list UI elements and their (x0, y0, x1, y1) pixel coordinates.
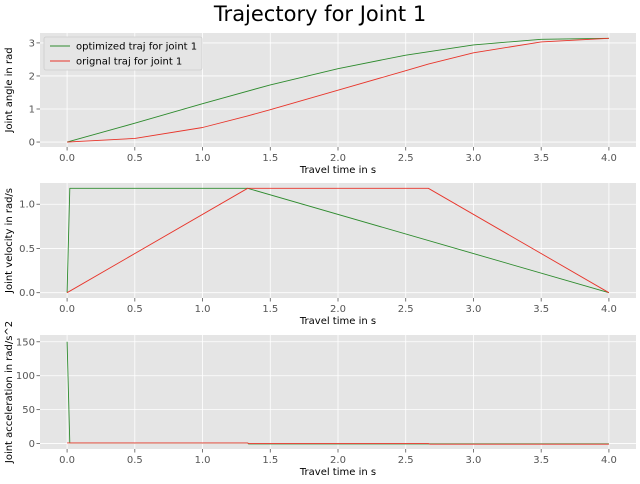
y-axis-label: Joint acceleration in rad/s^2 (4, 321, 15, 464)
x-tick-label: 2.5 (398, 455, 414, 466)
x-tick-label: 2.0 (330, 455, 346, 466)
x-tick-label: 1.0 (195, 455, 211, 466)
chart-panel-2: 0.0 0.5 1.0 1.5 2.0 2.5 3.0 3.5 4.0 0.0 0.5 1.0 Trav… (4, 183, 636, 327)
series-line-2 (67, 37, 609, 143)
x-tick-label: 0.5 (127, 153, 143, 164)
x-tick-label: 4.0 (601, 153, 617, 164)
y-tick-label: 0 (29, 138, 35, 149)
legend-label: optimized traj for joint 1 (76, 42, 197, 53)
y-axis-label: Joint velocity in rad/s (4, 188, 15, 294)
y-tick-label: 0 (29, 439, 35, 450)
y-tick-label: 0.0 (19, 288, 35, 299)
y-tick-label: 1 (29, 105, 35, 116)
x-tick-label: 3.0 (466, 455, 482, 466)
x-tick-label: 4.0 (601, 455, 617, 466)
x-tick-label: 1.5 (262, 304, 278, 315)
x-tick-label: 2.5 (398, 304, 414, 315)
series-line-2 (66, 187, 610, 294)
legend-box (43, 36, 203, 71)
x-tick-label: 0.0 (59, 153, 75, 164)
y-tick-label: 100 (16, 371, 35, 382)
y-axis-label: Joint angle in rad (4, 47, 15, 133)
x-axis-label: Travel time in s (299, 316, 376, 327)
y-tick-label: 1.0 (19, 200, 35, 211)
x-tick-label: 3.0 (466, 153, 482, 164)
series-line-1 (66, 37, 609, 143)
chart-panel-1: 0.0 0.5 1.0 1.5 2.0 2.5 3.0 3.5 4.0 0 1 2 3 Travel ti… (4, 33, 636, 176)
x-tick-label: 0.0 (59, 455, 75, 466)
x-axis-label: Travel time in s (299, 165, 376, 176)
x-tick-label: 1.0 (195, 153, 211, 164)
series-line-1 (66, 187, 610, 294)
figure-title: Trajectory for Joint 1 (213, 2, 426, 26)
x-axis-label: Travel time in s (299, 467, 376, 478)
y-tick-label: 50 (22, 405, 35, 416)
x-tick-label: 2.0 (330, 153, 346, 164)
legend: optimized traj for joint 1 orignal traj f… (43, 36, 203, 71)
x-tick-label: 1.0 (195, 304, 211, 315)
x-tick-label: 3.5 (533, 304, 549, 315)
x-tick-label: 0.0 (59, 304, 75, 315)
x-tick-label: 0.5 (127, 455, 143, 466)
y-tick-label: 3 (29, 38, 35, 49)
legend-label: orignal traj for joint 1 (76, 57, 182, 68)
x-tick-label: 3.5 (533, 153, 549, 164)
y-tick-label: 150 (16, 337, 35, 348)
y-tick-label: 2 (29, 71, 35, 82)
x-tick-label: 1.5 (262, 153, 278, 164)
x-tick-label: 3.0 (466, 304, 482, 315)
x-tick-label: 2.5 (398, 153, 414, 164)
series-line-2 (67, 442, 609, 445)
x-tick-label: 0.5 (127, 304, 143, 315)
x-tick-label: 3.5 (533, 455, 549, 466)
chart-panel-3: 0.0 0.5 1.0 1.5 2.0 2.5 3.0 3.5 4.0 0 50 100 150 Trav… (4, 321, 636, 478)
x-tick-label: 4.0 (601, 304, 617, 315)
x-tick-label: 2.0 (330, 304, 346, 315)
x-tick-label: 1.5 (262, 455, 278, 466)
y-tick-label: 0.5 (19, 244, 35, 255)
